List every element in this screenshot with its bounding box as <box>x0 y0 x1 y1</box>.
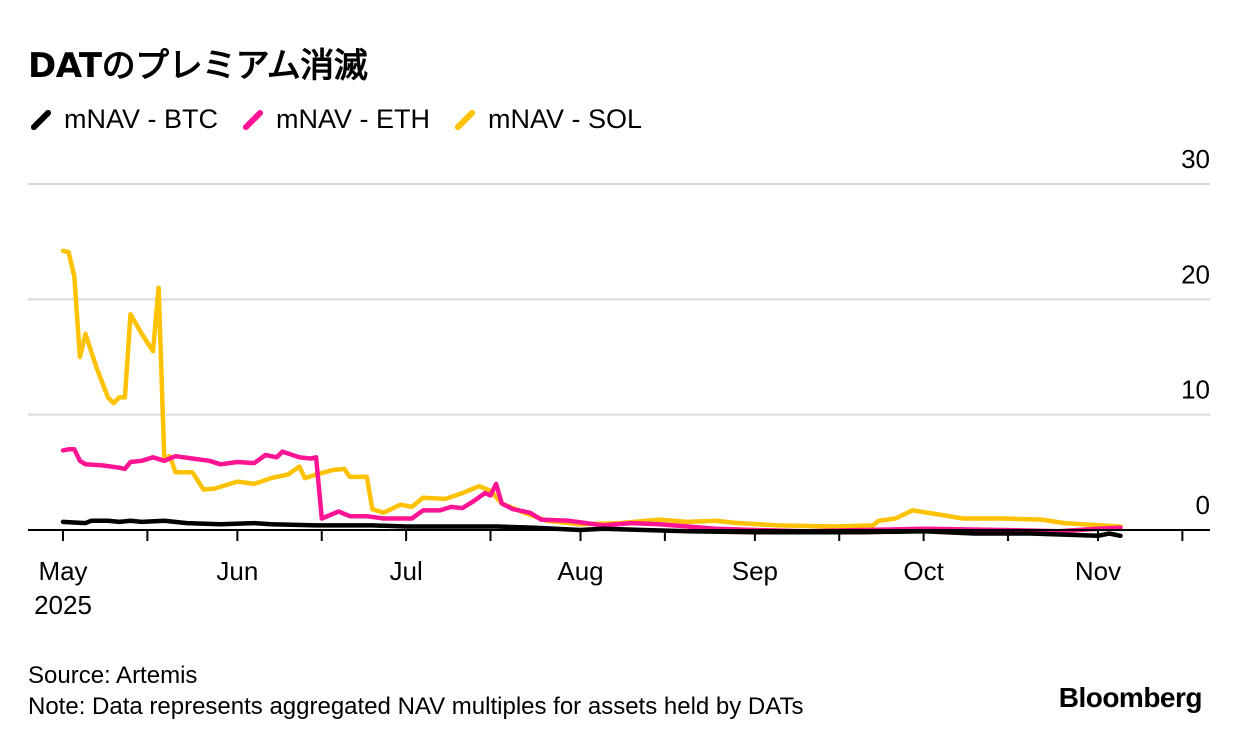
x-tick-label-may: May <box>38 556 87 586</box>
legend-item-sol: mNAV - SOL <box>452 104 642 135</box>
x-tick-label-jun: Jun <box>216 556 258 586</box>
source-text: Source: Artemis <box>28 662 198 689</box>
x-tick-label-aug: Aug <box>557 556 603 586</box>
legend-label-eth: mNAV - ETH <box>276 104 430 134</box>
chart-footer: Source: Artemis Note: Data represents ag… <box>28 660 804 722</box>
x-tick-label-jul: Jul <box>390 556 423 586</box>
chart-title: DATのプレミアム消滅 <box>28 46 368 86</box>
legend-item-btc: mNAV - BTC <box>28 104 218 135</box>
y-tick-label-30: 30 <box>1181 144 1210 174</box>
x-tick-label-sep: Sep <box>732 556 778 586</box>
series-line-sol <box>60 248 1123 529</box>
y-tick-label-10: 10 <box>1181 375 1210 405</box>
y-tick-label-0: 0 <box>1196 490 1210 520</box>
x-axis: May 2025 Jun Jul Aug Sep Oct Nov <box>28 529 1210 620</box>
series-line-btc <box>60 518 1123 539</box>
y-tick-label-20: 20 <box>1181 259 1210 289</box>
x-tick-label-nov: Nov <box>1075 556 1121 586</box>
x-tick-label-oct: Oct <box>903 556 944 586</box>
x-tick-sublabel-year: 2025 <box>34 590 92 620</box>
legend-label-btc: mNAV - BTC <box>64 104 218 134</box>
y-axis-labels: 30 20 10 0 <box>1181 144 1210 520</box>
series-lines <box>60 248 1123 539</box>
bloomberg-logo: Bloomberg <box>1058 682 1203 713</box>
legend-item-eth: mNAV - ETH <box>240 104 430 135</box>
series-line-eth <box>60 447 1123 534</box>
grid-lines <box>28 183 1210 416</box>
chart-legend: mNAV - BTC mNAV - ETH mNAV - SOL <box>28 104 642 135</box>
note-text: Note: Data represents aggregated NAV mul… <box>28 693 804 720</box>
legend-label-sol: mNAV - SOL <box>488 104 643 134</box>
